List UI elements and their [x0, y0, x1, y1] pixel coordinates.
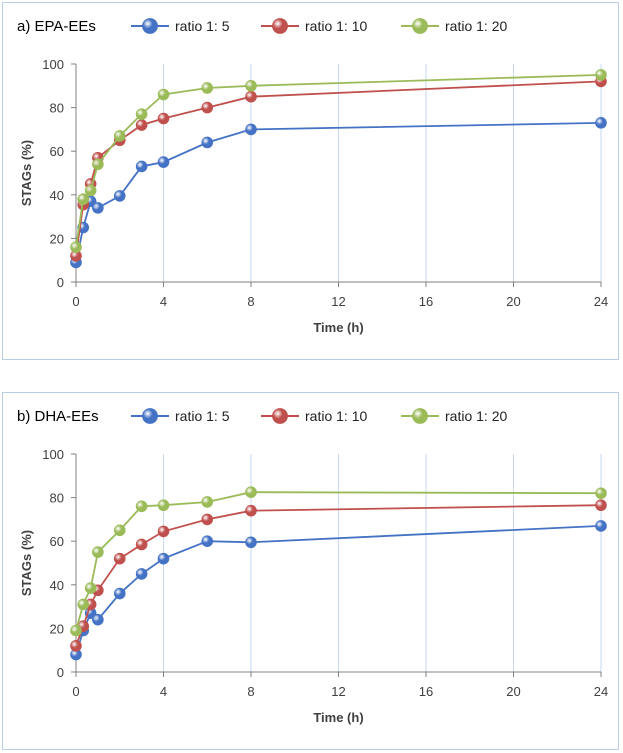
y-axis-title: STAGs (%)	[19, 530, 34, 596]
data-point	[201, 136, 214, 149]
chart-title: b) DHA-EEs	[17, 408, 99, 425]
data-point	[113, 190, 126, 202]
y-tick-label: 40	[50, 188, 64, 203]
data-point	[157, 156, 170, 168]
data-point	[77, 598, 90, 611]
data-point	[92, 546, 104, 558]
x-tick-label: 16	[419, 294, 433, 309]
y-tick-label: 80	[50, 101, 64, 116]
data-point	[157, 112, 170, 125]
data-point	[595, 499, 607, 512]
data-point	[595, 69, 607, 81]
data-point	[113, 524, 126, 537]
chart-panel-epa: a) EPA-EEs ratio 1: 5 ratio 1: 10 ratio 1: …	[2, 2, 619, 360]
data-point	[84, 184, 97, 197]
y-tick-label: 100	[42, 57, 64, 72]
y-tick-label: 80	[50, 491, 64, 506]
x-tick-label: 12	[331, 294, 345, 309]
x-tick-label: 0	[72, 684, 79, 699]
data-point	[77, 193, 90, 205]
data-point	[113, 552, 126, 565]
y-tick-label: 60	[50, 144, 64, 159]
legend-marker	[142, 408, 158, 424]
y-tick-label: 20	[50, 231, 64, 246]
y-axis-title: STAGs (%)	[19, 140, 34, 206]
chart-panel-dha: b) DHA-EEs ratio 1: 5 ratio 1: 10 ratio 1: …	[2, 392, 619, 750]
legend-label: ratio 1: 20	[445, 18, 507, 34]
x-tick-label: 20	[506, 294, 520, 309]
data-point	[245, 90, 257, 103]
x-tick-label: 4	[160, 294, 167, 309]
data-point	[92, 158, 104, 171]
data-point	[157, 499, 170, 512]
x-axis-title: Time (h)	[313, 710, 363, 725]
data-point	[201, 101, 214, 114]
y-tick-label: 40	[50, 578, 64, 593]
data-point	[135, 500, 148, 513]
x-tick-label: 20	[506, 684, 520, 699]
legend-label: ratio 1: 10	[305, 18, 367, 34]
x-tick-label: 16	[419, 684, 433, 699]
legend-marker	[412, 18, 428, 34]
data-point	[135, 108, 148, 120]
chart-dha-ees: b) DHA-EEs ratio 1: 5 ratio 1: 10 ratio 1: …	[17, 408, 608, 725]
data-point	[245, 504, 257, 517]
data-point	[135, 160, 148, 173]
series-line	[75, 491, 602, 631]
data-point	[84, 582, 97, 594]
data-point	[201, 513, 214, 526]
data-point	[113, 130, 126, 142]
x-tick-label: 8	[247, 294, 254, 309]
data-point	[135, 538, 148, 551]
x-tick-label: 24	[594, 294, 608, 309]
x-axis-title: Time (h)	[313, 320, 363, 335]
data-point	[135, 119, 148, 131]
legend-label: ratio 1: 20	[445, 408, 507, 424]
x-tick-label: 0	[72, 294, 79, 309]
y-tick-label: 0	[57, 665, 64, 680]
x-tick-label: 4	[160, 684, 167, 699]
data-point	[595, 487, 607, 500]
data-point	[157, 525, 170, 538]
data-point	[245, 123, 257, 136]
legend-marker	[272, 408, 288, 424]
series-line	[75, 504, 602, 647]
data-point	[157, 552, 170, 565]
chart-title: a) EPA-EEs	[17, 18, 96, 35]
legend-label: ratio 1: 5	[175, 18, 230, 34]
data-point	[595, 520, 607, 532]
x-tick-label: 12	[331, 684, 345, 699]
series-line	[75, 122, 602, 263]
data-point	[70, 241, 82, 253]
x-tick-label: 8	[247, 684, 254, 699]
legend-marker	[272, 18, 288, 34]
data-point	[70, 624, 82, 637]
legend-marker	[142, 18, 158, 34]
data-point	[157, 88, 170, 101]
data-point	[201, 535, 214, 547]
data-point	[595, 117, 607, 129]
data-point	[245, 80, 257, 92]
y-tick-label: 20	[50, 621, 64, 636]
legend-marker	[412, 408, 428, 424]
chart-epa-ees: a) EPA-EEs ratio 1: 5 ratio 1: 10 ratio 1: …	[17, 18, 608, 335]
data-point	[92, 613, 104, 626]
data-point	[201, 82, 214, 94]
y-tick-label: 0	[57, 275, 64, 290]
y-tick-label: 100	[42, 447, 64, 462]
x-tick-label: 24	[594, 684, 608, 699]
legend-label: ratio 1: 10	[305, 408, 367, 424]
data-point	[245, 536, 257, 549]
data-point	[92, 202, 104, 214]
legend-label: ratio 1: 5	[175, 408, 230, 424]
data-point	[135, 568, 148, 580]
y-tick-label: 60	[50, 534, 64, 549]
data-point	[201, 496, 214, 508]
data-point	[70, 640, 82, 652]
data-point	[245, 486, 257, 498]
data-point	[113, 587, 126, 600]
